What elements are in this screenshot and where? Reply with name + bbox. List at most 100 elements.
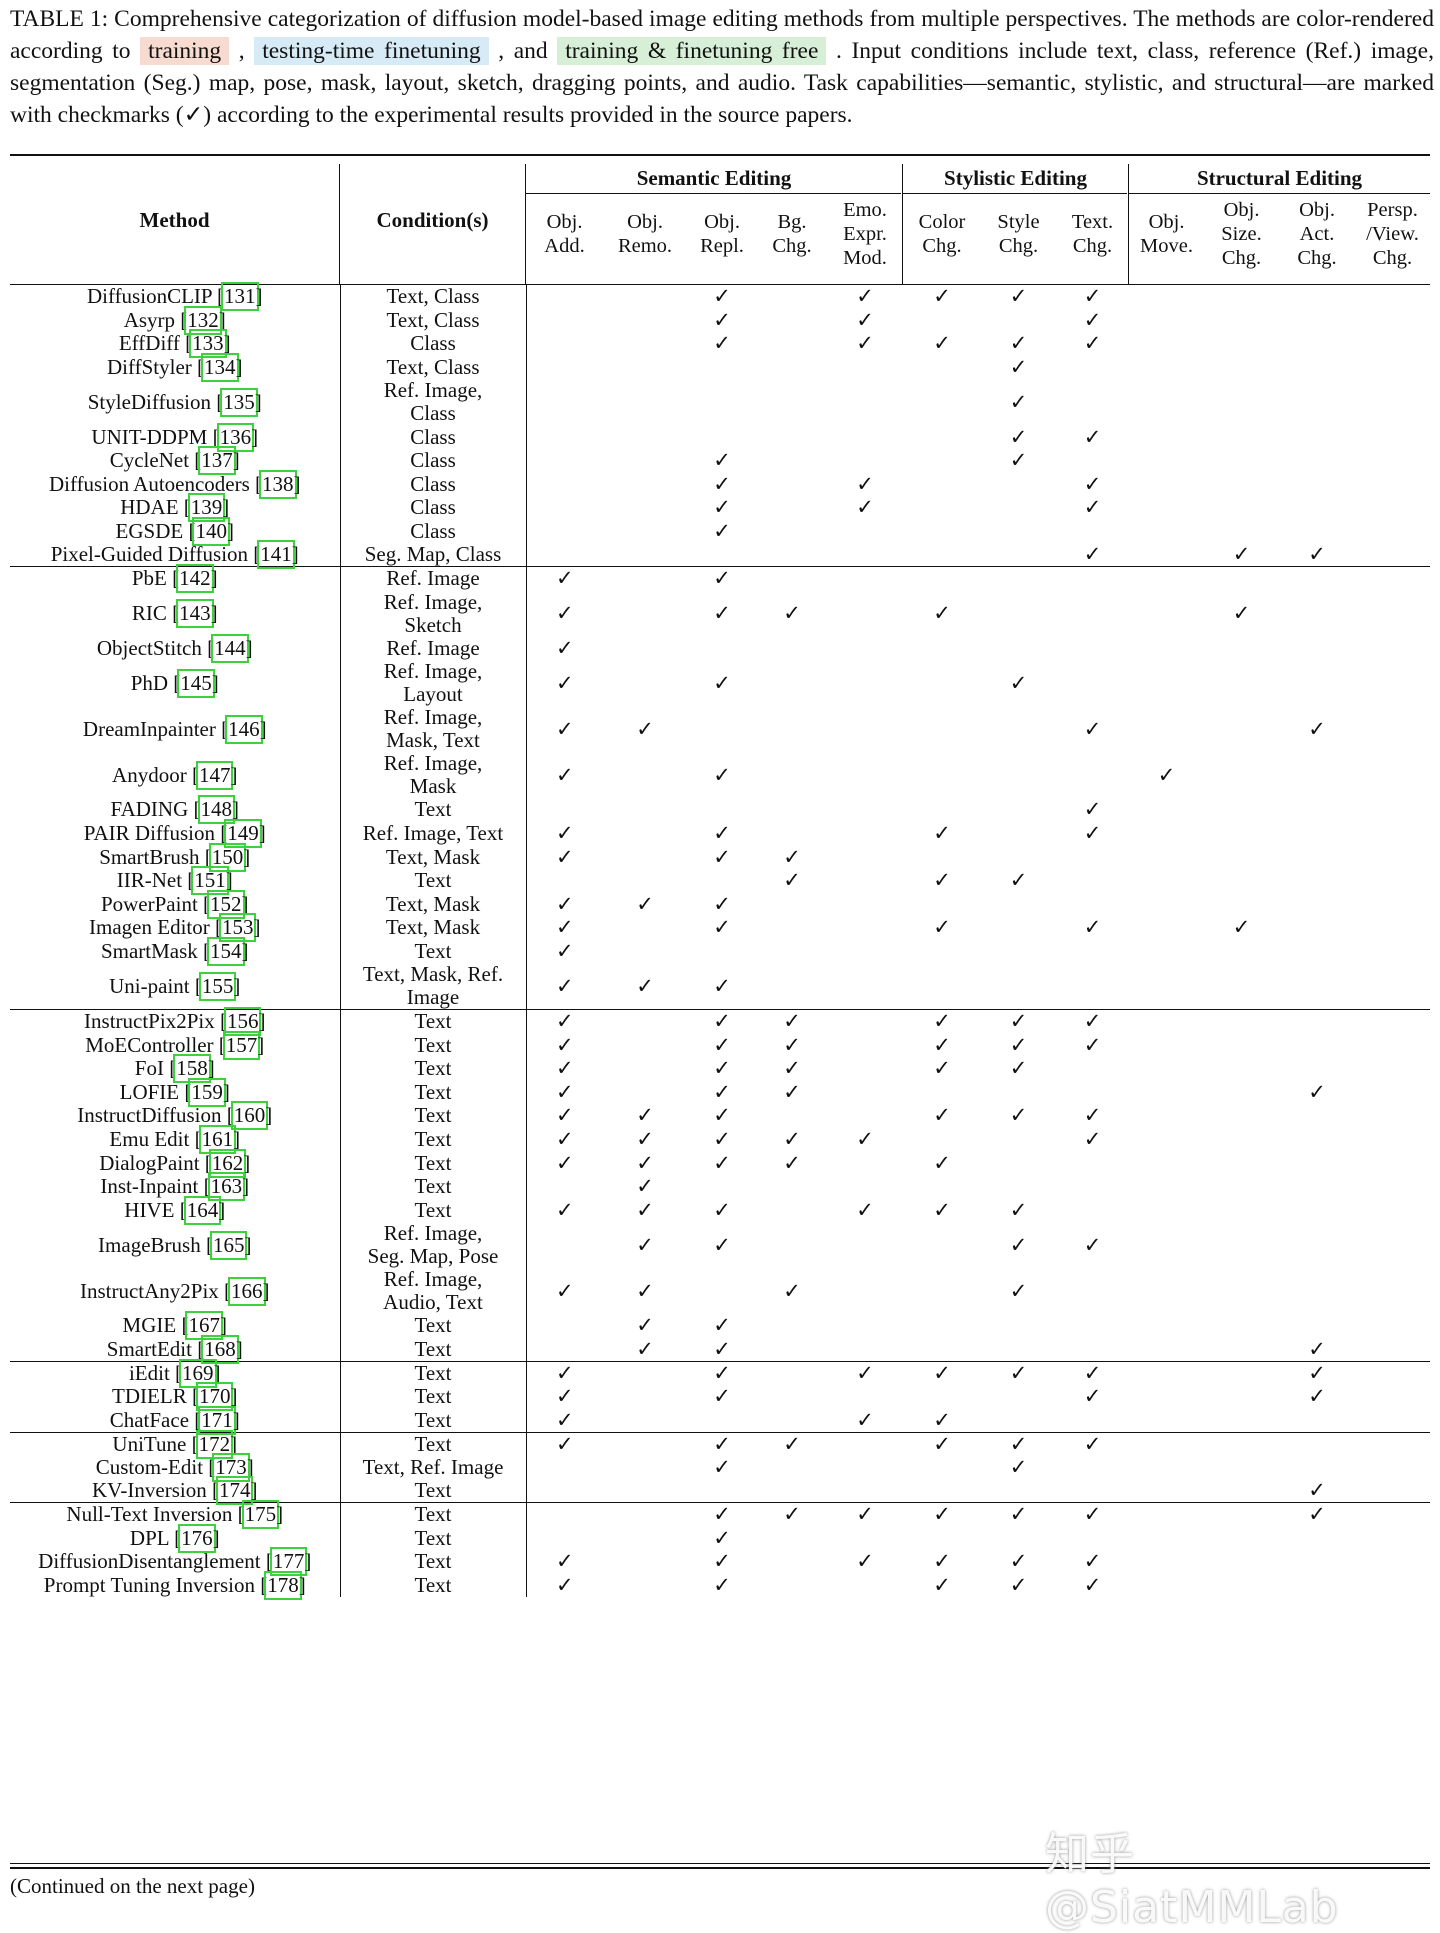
citation-link[interactable]: 168 [201,1334,239,1364]
colhead-line: Chg. [998,235,1039,257]
condition-line: Text [414,1478,452,1503]
citation-link[interactable]: 172 [195,1429,234,1459]
method-name: IIR-Net [116,868,183,893]
cell-obj-act-chg: ✓ [1279,1337,1355,1362]
checkmark-icon: ✓ [1083,1360,1102,1385]
citation-link[interactable]: 142 [176,564,214,594]
cell-obj-remo [603,1057,687,1081]
citation-link[interactable]: 177 [269,1547,308,1577]
cell-obj-repl: ✓ [687,332,757,356]
citation-link[interactable]: 178 [264,1570,302,1600]
conditions-cell: Text [340,1385,527,1409]
cell-obj-move [1129,1081,1204,1105]
citation-link[interactable]: 134 [201,353,239,383]
citation-link[interactable]: 175 [241,1500,280,1530]
citation-link[interactable]: 157 [222,1030,261,1060]
citation-link[interactable]: 163 [207,1172,246,1202]
citation-link[interactable]: 174 [216,1476,254,1506]
cell-obj-repl: ✓ [687,1151,757,1175]
citation-link[interactable]: 169 [179,1358,217,1388]
citation-link[interactable]: 154 [207,936,245,966]
citation-link[interactable]: 140 [192,517,230,547]
conditions-cell: Text [340,939,527,964]
checkmark-icon: ✓ [713,471,731,496]
citation-link[interactable]: 165 [210,1230,248,1260]
cell-obj-repl: ✓ [687,1550,757,1574]
cell-obj-repl [687,543,757,567]
citation-link[interactable]: 153 [219,913,257,943]
header-vline-semantic [902,164,903,285]
citation-link[interactable]: 170 [196,1382,234,1412]
citation-link[interactable]: 171 [198,1405,236,1435]
citation-link[interactable]: 167 [185,1311,223,1341]
checkmark-icon: ✓ [1009,1103,1028,1128]
citation-link[interactable]: 131 [221,282,259,312]
citation-link[interactable]: 139 [187,493,226,523]
citation-link[interactable]: 155 [198,971,237,1001]
caption-sep2: , and [488,38,558,64]
citation-link[interactable]: 145 [177,668,215,698]
citation-link[interactable]: 176 [178,1523,216,1553]
checkmark-icon: ✓ [856,307,874,332]
cell-obj-add: ✓ [526,1033,603,1057]
cell-color-chg: ✓ [903,591,981,637]
citation-link[interactable]: 162 [208,1148,247,1178]
citation-link[interactable]: 161 [198,1125,237,1155]
citation-link[interactable]: 144 [211,633,249,663]
cell-obj-move [1129,822,1204,846]
cell-obj-move [1129,893,1204,917]
citation-link[interactable]: 149 [224,819,262,849]
checkmark-icon: ✓ [636,1197,654,1222]
citation-link[interactable]: 151 [191,866,229,896]
cell-text-chg [1056,591,1129,637]
checkmark-icon: ✓ [713,307,731,332]
method-name: PbE [131,566,167,591]
citation-link[interactable]: 159 [188,1077,226,1107]
table-row: Prompt Tuning Inversion [178] Text ✓ ✓ ✓ ✓ ✓ [10,1570,1430,1600]
citation-link[interactable]: 136 [216,422,255,452]
citation-link[interactable]: 166 [228,1276,266,1306]
citation-link[interactable]: 152 [207,889,245,919]
cell-color-chg: ✓ [903,1033,981,1057]
citation-link[interactable]: 138 [259,469,297,499]
condition-line: Ref. Image, [383,1221,483,1246]
cell-style-chg [981,591,1056,637]
cell-obj-repl [687,1479,757,1503]
conditions-cell: Text, Class [340,308,527,333]
cell-persp-view-chg [1355,1360,1430,1385]
checkmark-icon: ✓ [636,716,654,741]
citation-link[interactable]: 164 [183,1195,222,1225]
cell-bg-chg: ✓ [757,869,827,893]
citation-link[interactable]: 143 [176,599,214,629]
cell-obj-act-chg [1279,940,1355,964]
citation-link[interactable]: 147 [196,760,234,790]
citation-link[interactable]: 137 [198,446,236,476]
cell-persp-view-chg [1355,963,1430,1010]
citation-link[interactable]: 160 [230,1101,269,1131]
cell-bg-chg: ✓ [757,1033,827,1057]
cell-emo-expr-mod [827,356,903,380]
cell-obj-act-chg [1279,1128,1355,1152]
citation-link[interactable]: 135 [220,387,258,417]
condition-line: Ref. Image, [383,751,483,776]
table-row: SmartBrush [150] Text, Mask ✓ ✓ ✓ [10,842,1430,872]
citation-link[interactable]: 150 [208,842,247,872]
citation-link[interactable]: 133 [189,329,227,359]
cell-emo-expr-mod [827,566,903,591]
citation-link[interactable]: 156 [224,1007,262,1037]
citation-link[interactable]: 132 [184,305,222,335]
citation-link[interactable]: 173 [212,1452,250,1482]
cell-obj-remo [603,798,687,822]
citation-link[interactable]: 148 [197,795,235,825]
colhead-line: Chg. [1072,235,1113,257]
citation-link[interactable]: 146 [225,714,263,744]
cell-style-chg [981,1081,1056,1105]
colhead-line: Act. [1299,223,1335,245]
checkmark-icon: ✓ [713,1103,731,1128]
conditions-cell: Text [340,869,527,893]
citation-link[interactable]: 158 [173,1054,211,1084]
citation-link[interactable]: 141 [257,540,295,570]
cell-style-chg [981,496,1056,520]
conditions-cell: Text [340,1128,527,1152]
condition-line: Ref. Image, [383,705,483,730]
